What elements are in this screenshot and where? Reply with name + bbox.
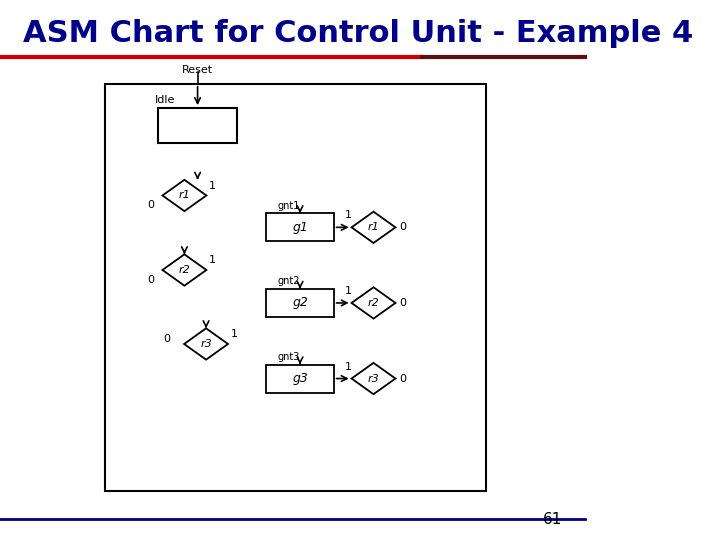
Text: 0: 0	[148, 200, 154, 210]
Text: 1: 1	[345, 211, 352, 220]
Text: Reset: Reset	[182, 65, 213, 75]
Text: Idle: Idle	[155, 95, 176, 105]
Text: 0: 0	[399, 298, 406, 308]
Text: g1: g1	[292, 221, 308, 234]
Bar	[158, 108, 237, 143]
Text: 1: 1	[209, 255, 216, 265]
Text: 61: 61	[543, 511, 562, 526]
Text: 0: 0	[399, 222, 406, 232]
Polygon shape	[184, 328, 228, 360]
Text: 1: 1	[209, 181, 216, 191]
Bar	[266, 364, 333, 393]
Text: r1: r1	[368, 222, 379, 232]
Text: r1: r1	[179, 191, 190, 200]
Bar	[105, 84, 486, 491]
Text: r2: r2	[179, 265, 190, 275]
Text: r3: r3	[368, 374, 379, 383]
Polygon shape	[163, 180, 207, 211]
Text: 1: 1	[230, 329, 238, 339]
Text: gnt2: gnt2	[278, 276, 300, 286]
Text: 1: 1	[345, 362, 352, 372]
Text: r3: r3	[200, 339, 212, 349]
Text: g2: g2	[292, 296, 308, 309]
Polygon shape	[163, 254, 207, 286]
Text: 0: 0	[148, 275, 154, 285]
Polygon shape	[351, 212, 395, 243]
Bar	[266, 213, 333, 241]
Text: r2: r2	[368, 298, 379, 308]
Text: 1: 1	[345, 286, 352, 296]
Text: ASM Chart for Control Unit - Example 4: ASM Chart for Control Unit - Example 4	[24, 19, 693, 48]
Text: gnt3: gnt3	[278, 352, 300, 362]
Polygon shape	[351, 287, 395, 319]
Text: gnt1: gnt1	[278, 201, 300, 211]
Text: 0: 0	[163, 334, 170, 343]
Text: g3: g3	[292, 372, 308, 385]
Polygon shape	[351, 363, 395, 394]
Text: 0: 0	[399, 374, 406, 383]
Bar	[266, 289, 333, 317]
